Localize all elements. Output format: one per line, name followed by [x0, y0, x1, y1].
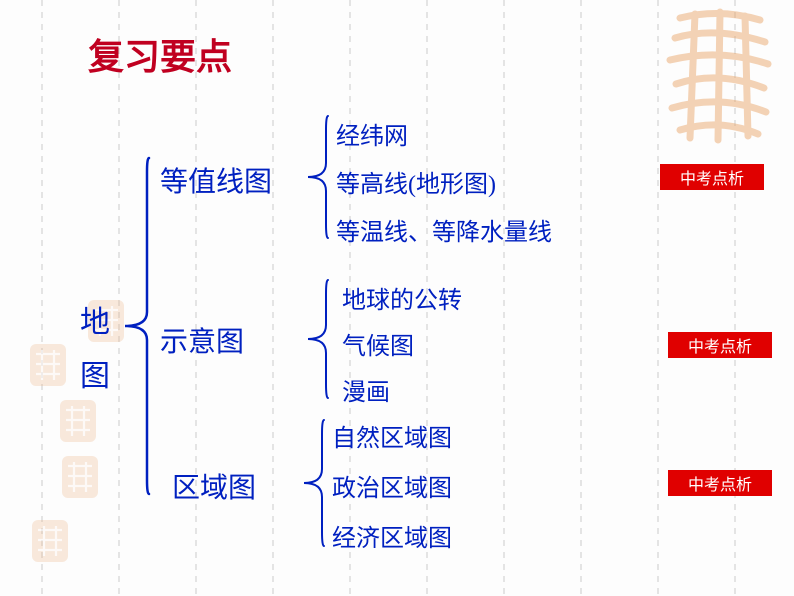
bracket-branch-0 [306, 114, 328, 240]
leaf-1-0: 地球的公转 [342, 280, 462, 315]
exam-points-button-1[interactable]: 中考点析 [668, 332, 772, 358]
seal-left-1 [28, 342, 68, 388]
bracket-branch-1 [306, 278, 328, 400]
leaf-0-2: 等温线、等降水量线 [336, 212, 552, 247]
seal-top-right [660, 8, 780, 148]
seal-left-3 [60, 454, 100, 500]
branch-label-0: 等值线图 [160, 160, 272, 200]
bracket-root [123, 156, 149, 496]
leaf-1-1: 气候图 [342, 326, 414, 361]
leaf-2-1: 政治区域图 [332, 468, 452, 503]
leaf-0-0: 经纬网 [336, 116, 408, 151]
leaf-1-2: 漫画 [342, 372, 390, 407]
page-title: 复习要点 [88, 28, 232, 80]
exam-points-button-2[interactable]: 中考点析 [668, 470, 772, 496]
leaf-2-2: 经济区域图 [332, 518, 452, 553]
bracket-branch-2 [302, 418, 324, 548]
leaf-0-1: 等高线(地形图) [336, 164, 496, 199]
branch-label-2: 区域图 [172, 466, 256, 506]
branch-label-1: 示意图 [160, 320, 244, 360]
exam-points-button-0[interactable]: 中考点析 [660, 164, 764, 190]
seal-left-2 [58, 398, 98, 444]
leaf-2-0: 自然区域图 [332, 418, 452, 453]
seal-left-4 [30, 518, 70, 564]
root-node-label: 地图 [80, 296, 110, 404]
